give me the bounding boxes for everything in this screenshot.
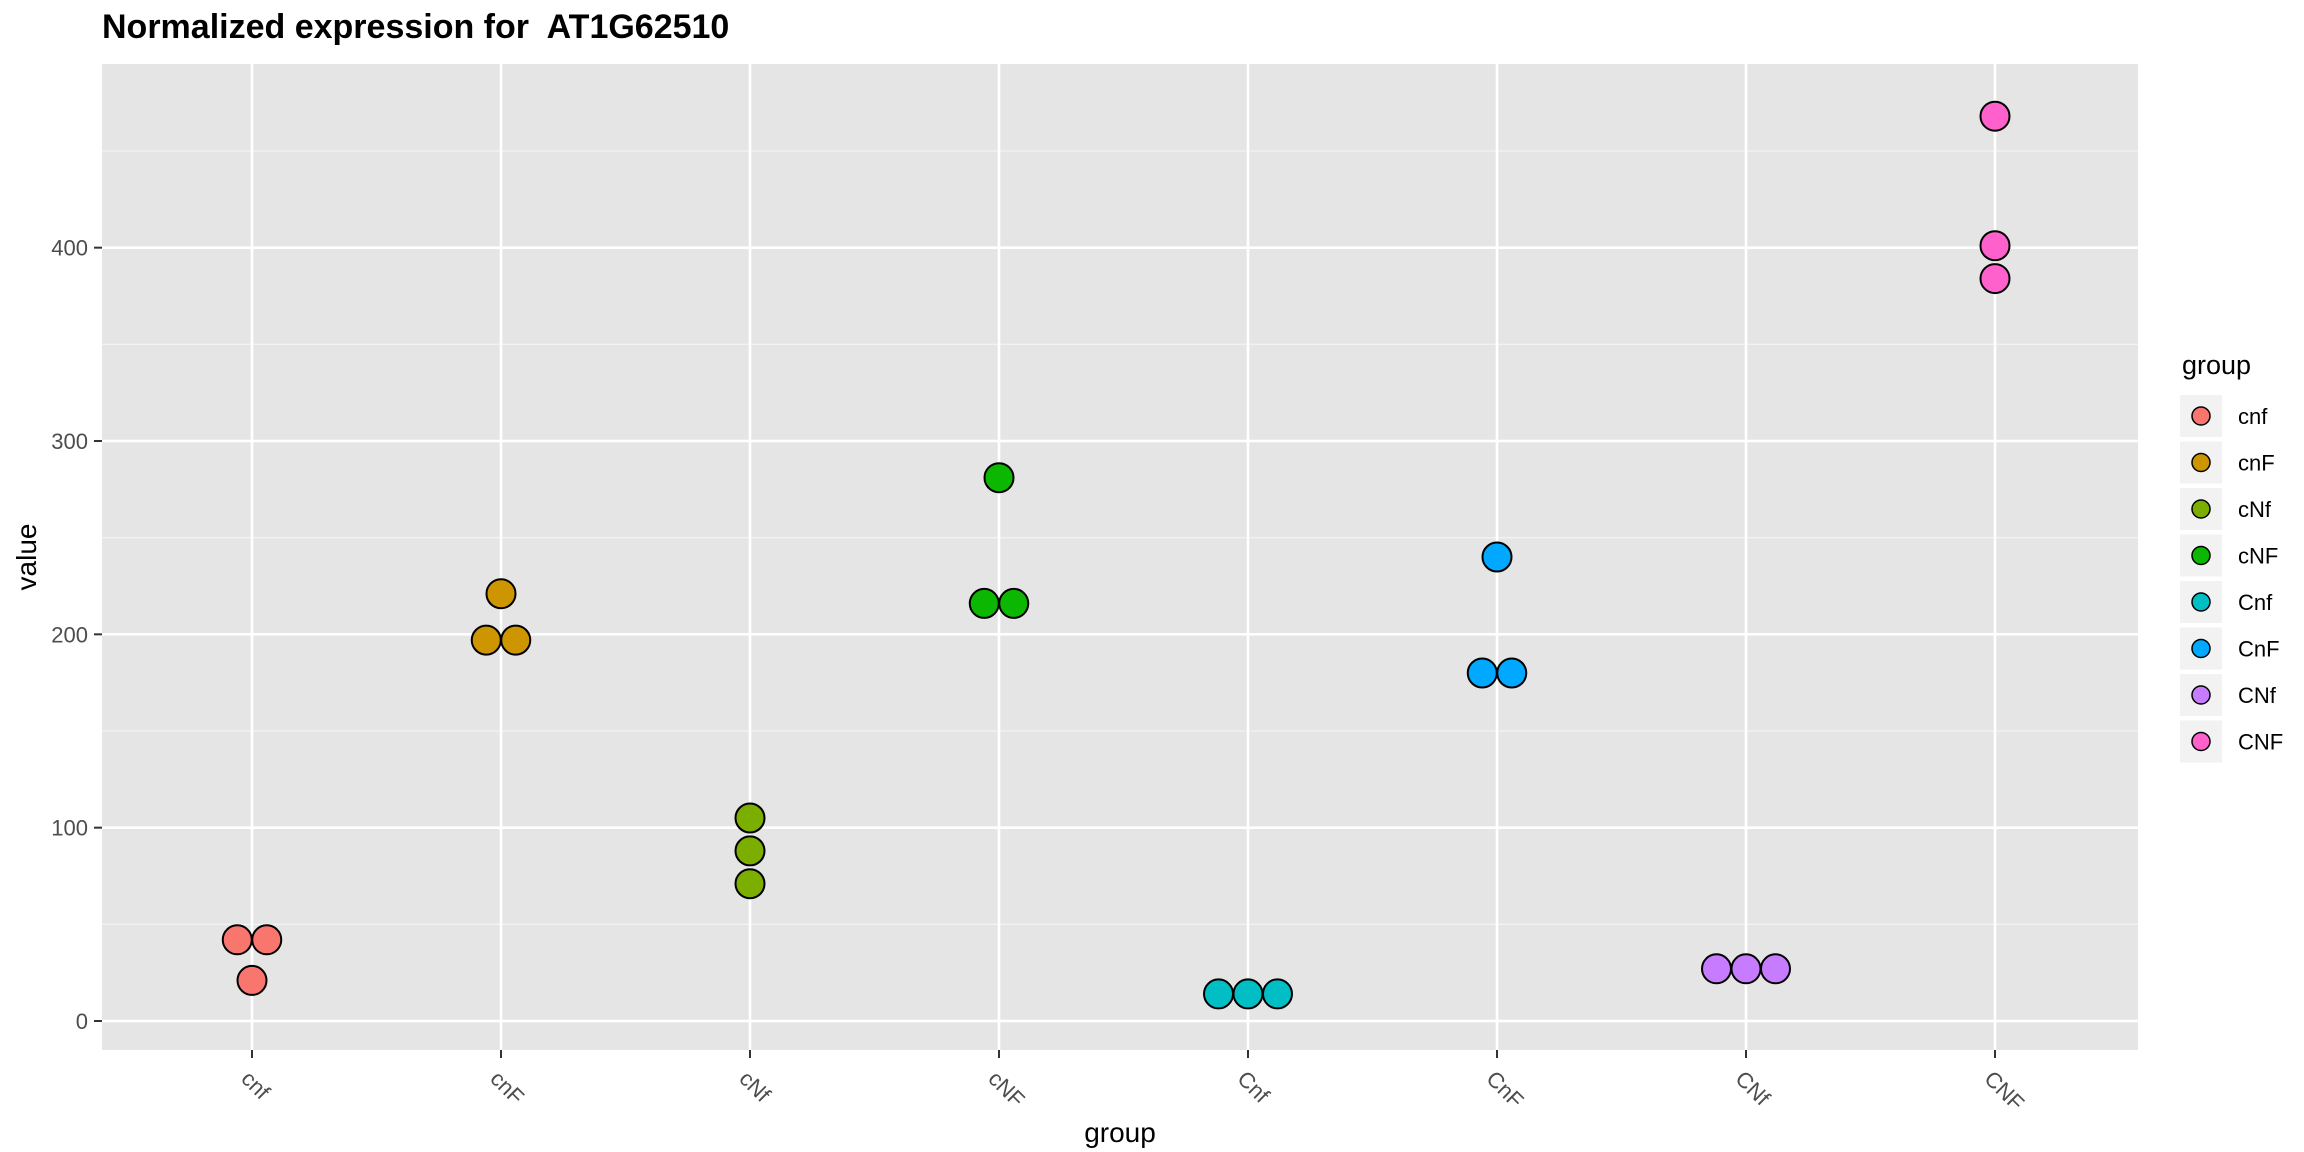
legend-swatch-cnf (2191, 406, 2211, 426)
y-tick-label: 100 (51, 816, 88, 841)
x-tick-label: CNF (1979, 1066, 2029, 1116)
data-point-cnF (470, 624, 502, 656)
x-tick-label: CNf (1730, 1066, 1775, 1111)
legend-swatch-CNF (2191, 731, 2211, 752)
legend-swatch-Cnf (2191, 592, 2211, 612)
data-point-cNF (968, 587, 1000, 619)
data-point-CNf (1760, 953, 1791, 985)
data-point-CnF (1481, 541, 1513, 573)
data-point-cnf (236, 964, 268, 996)
x-tick-label: cnf (236, 1066, 275, 1105)
legend-label: cNf (2238, 497, 2272, 522)
legend-label: Cnf (2238, 590, 2273, 615)
legend-swatch-cNF (2191, 545, 2211, 566)
y-tick-label: 0 (76, 1009, 88, 1034)
data-point-cnf (251, 924, 283, 956)
data-point-cNf (734, 835, 766, 867)
y-tick-label: 300 (51, 429, 88, 454)
y-tick-label: 400 (51, 236, 88, 261)
data-point-CNF (1979, 230, 2011, 262)
data-point-CnF (1496, 657, 1528, 689)
data-point-Cnf (1203, 978, 1234, 1010)
x-tick-label: cnF (485, 1066, 529, 1110)
data-point-cNf (734, 802, 766, 834)
minor-grid (102, 150, 2138, 925)
x-axis: cnf cnF cNf cNF Cnf CnF CNf CNF (236, 1050, 2029, 1116)
legend-label: cNF (2238, 544, 2278, 569)
data-point-cNF (998, 587, 1030, 619)
x-axis-title: group (1084, 1117, 1156, 1148)
data-point-CNF (1979, 100, 2011, 132)
data-point-cNF (983, 462, 1015, 494)
legend-swatch-CnF (2191, 638, 2211, 659)
legend-title: group (2182, 350, 2251, 380)
chart-title: Normalized expression for AT1G62510 (102, 8, 730, 46)
data-point-CnF (1466, 657, 1498, 689)
data-point-cnF (500, 624, 532, 656)
data-point-Cnf (1232, 978, 1264, 1010)
y-axis-title: value (11, 524, 42, 591)
data-point-Cnf (1262, 978, 1293, 1010)
data-point-cNf (734, 868, 766, 900)
y-tick-label: 200 (51, 622, 88, 647)
legend-swatch-CNf (2191, 685, 2211, 705)
legend-label: cnf (2238, 404, 2268, 429)
data-point-cnf (221, 924, 253, 956)
major-grid (102, 64, 2138, 1050)
legend: group cnf cnF cNf cNF Cnf CnF CNf CNF (2180, 350, 2283, 763)
data-point-CNf (1701, 953, 1732, 985)
legend-label: cnF (2238, 451, 2275, 476)
legend-label: CNf (2238, 683, 2277, 708)
data-point-CNF (1979, 263, 2011, 295)
data-points (221, 100, 2011, 1010)
x-tick-label: CnF (1481, 1066, 1528, 1113)
legend-swatch-cNf (2191, 499, 2211, 519)
y-axis: 0 100 200 300 400 (51, 236, 102, 1034)
x-tick-label: cNF (983, 1066, 1029, 1112)
data-point-cnF (485, 578, 517, 610)
legend-swatch-cnF (2191, 452, 2211, 473)
x-tick-label: Cnf (1232, 1066, 1275, 1109)
plot-panel (102, 64, 2138, 1050)
x-tick-label: cNf (734, 1066, 776, 1108)
legend-label: CnF (2238, 637, 2280, 662)
data-point-CNf (1730, 953, 1762, 985)
legend-label: CNF (2238, 730, 2283, 755)
